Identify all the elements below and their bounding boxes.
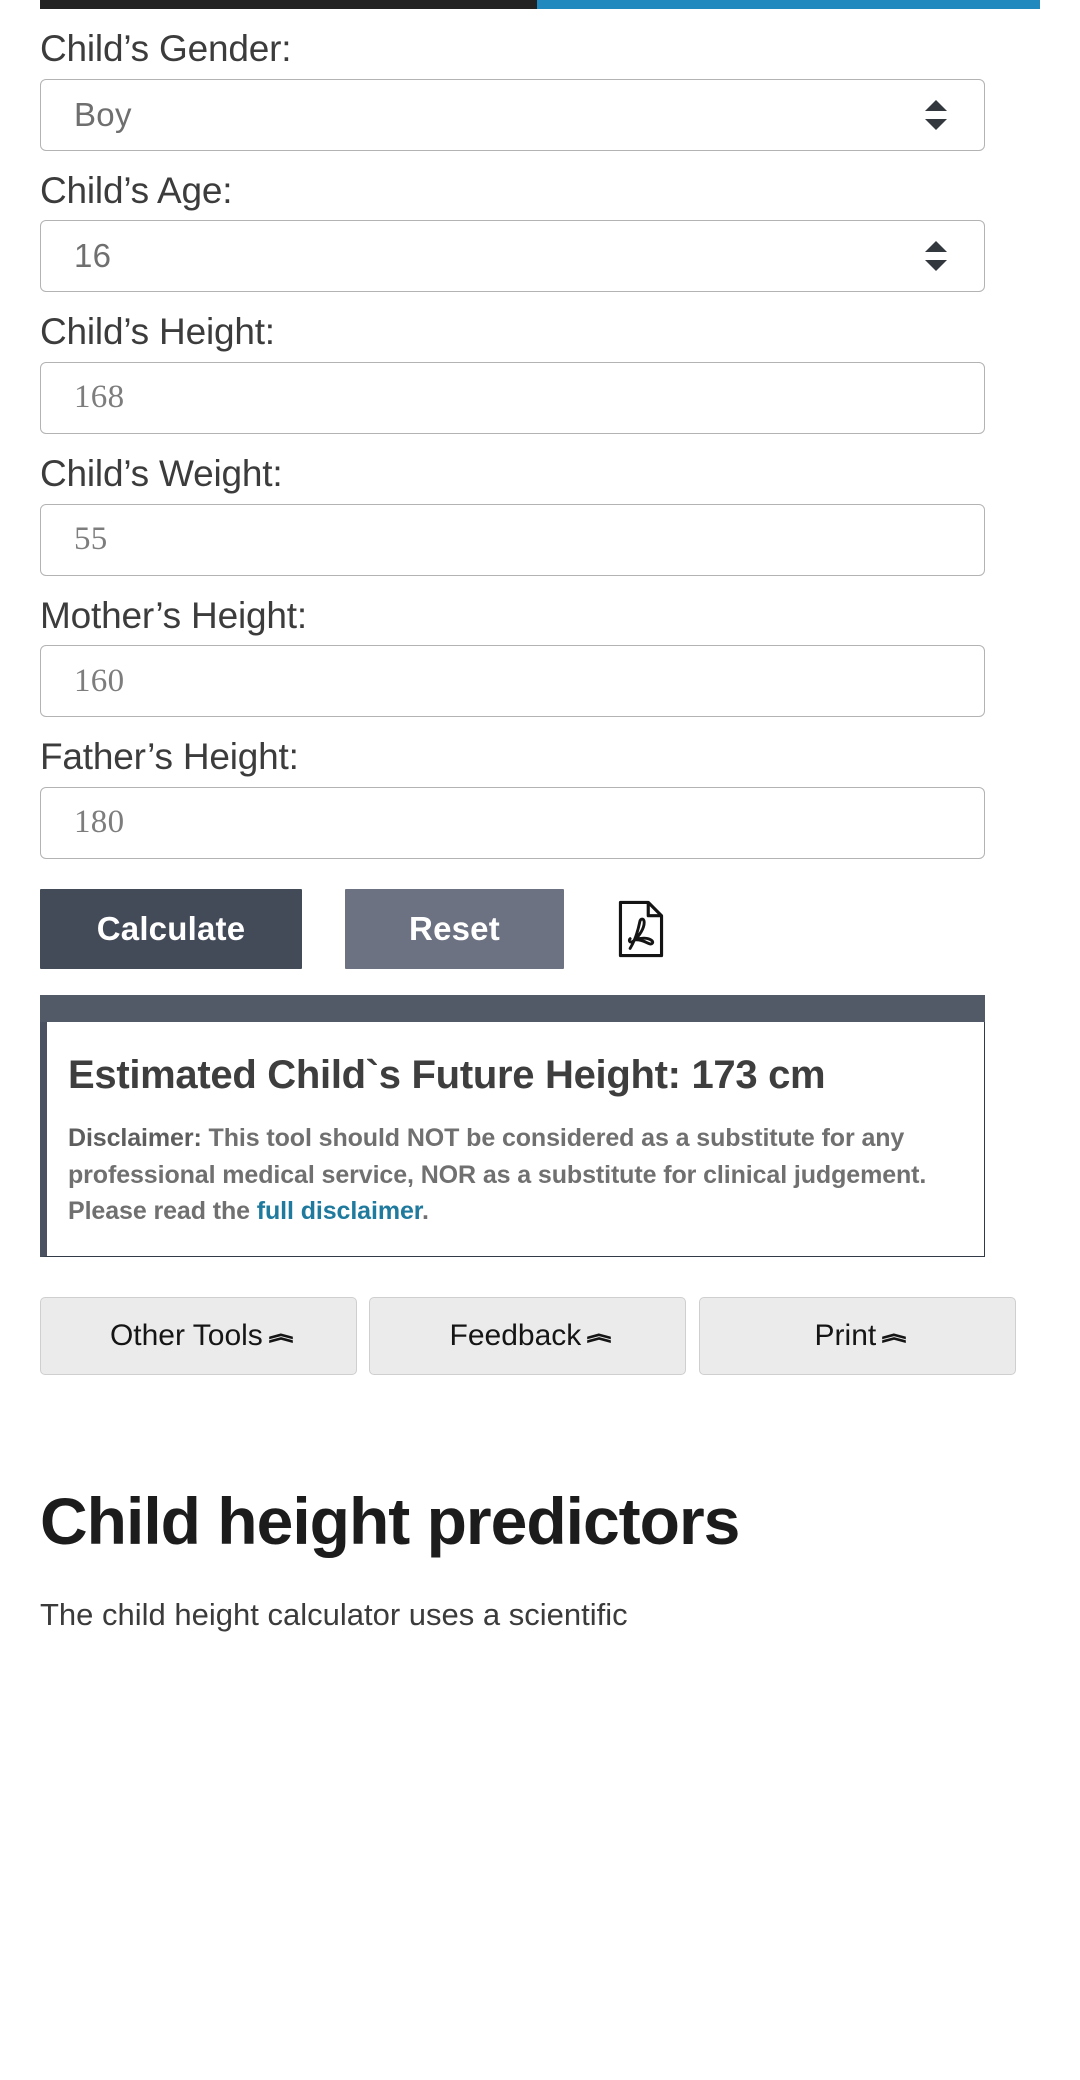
feedback-label: Feedback [449, 1319, 582, 1353]
input-father-height-value: 180 [74, 804, 125, 841]
label-mother-height: Mother’s Height: [40, 594, 307, 636]
page-content: Child’s Gender: Boy Child’s Age: 16 Chil… [0, 9, 1080, 1638]
print-dropdown[interactable]: Print ⟪ [699, 1297, 1016, 1376]
top-accent-bar [0, 0, 1080, 9]
caret-down-icon [925, 260, 947, 272]
article-heading: Child height predictors [40, 1484, 740, 1559]
caret-up-icon [925, 99, 947, 111]
chevron-down-icon: ⟪ [585, 1332, 615, 1345]
select-child-age-value: 16 [74, 237, 112, 275]
caret-down-icon [925, 118, 947, 130]
full-disclaimer-link[interactable]: full disclaimer [256, 1197, 423, 1226]
chevron-down-icon: ⟪ [267, 1332, 296, 1345]
label-child-age: Child’s Age: [40, 169, 233, 211]
label-child-gender: Child’s Gender: [40, 28, 292, 69]
feedback-dropdown[interactable]: Feedback ⟪ [369, 1297, 686, 1376]
secondary-actions-row: Other Tools ⟪ Feedback ⟪ Print ⟪ [0, 1297, 1080, 1376]
top-bar-left-spacer [0, 0, 40, 9]
caret-up-icon [925, 241, 947, 253]
input-child-weight-value: 55 [74, 521, 108, 558]
result-header-strip [40, 994, 985, 1022]
input-child-height[interactable]: 168 [40, 361, 985, 434]
print-label: Print [814, 1319, 877, 1353]
disclaimer-end-period: . [422, 1197, 429, 1226]
article-section: Child height predictors The child height… [0, 1485, 1040, 1638]
stepper-arrows-icon[interactable] [925, 241, 947, 272]
result-title: Estimated Child`s Future Height: 173 cm [68, 1052, 826, 1097]
input-child-height-value: 168 [74, 379, 125, 416]
article-intro-paragraph: The child height calculator uses a scien… [40, 1596, 628, 1632]
select-child-gender-value: Boy [74, 95, 132, 133]
label-child-weight: Child’s Weight: [40, 452, 283, 494]
disclaimer-body-text: This tool should NOT be considered as a … [68, 1123, 927, 1226]
select-child-age[interactable]: 16 [40, 220, 985, 293]
disclaimer-lead-label: Disclaimer: [68, 1123, 202, 1152]
result-box: Estimated Child`s Future Height: 173 cm … [40, 1021, 985, 1258]
stepper-arrows-icon[interactable] [925, 99, 947, 130]
result-panel: Estimated Child`s Future Height: 173 cm … [0, 994, 1040, 1258]
top-bar-blue-segment [537, 0, 1040, 9]
input-mother-height-value: 160 [74, 662, 125, 699]
other-tools-label: Other Tools [109, 1319, 263, 1353]
label-child-height: Child’s Height: [40, 311, 275, 353]
form-actions: Calculate Reset [0, 888, 1080, 969]
top-bar-right-spacer [1040, 0, 1080, 9]
select-child-gender[interactable]: Boy [40, 78, 985, 151]
calculate-button[interactable]: Calculate [40, 888, 302, 969]
chevron-down-icon: ⟪ [880, 1332, 910, 1345]
label-father-height: Father’s Height: [40, 736, 299, 778]
reset-button[interactable]: Reset [345, 888, 564, 969]
top-bar-dark-segment [40, 0, 537, 9]
result-disclaimer: Disclaimer: This tool should NOT be cons… [68, 1120, 959, 1230]
input-mother-height[interactable]: 160 [40, 645, 985, 718]
height-predictor-form: Child’s Gender: Boy Child’s Age: 16 Chil… [0, 9, 1040, 859]
other-tools-dropdown[interactable]: Other Tools ⟪ [40, 1297, 357, 1376]
input-father-height[interactable]: 180 [40, 786, 985, 859]
input-child-weight[interactable]: 55 [40, 503, 985, 576]
pdf-icon[interactable] [616, 900, 666, 958]
